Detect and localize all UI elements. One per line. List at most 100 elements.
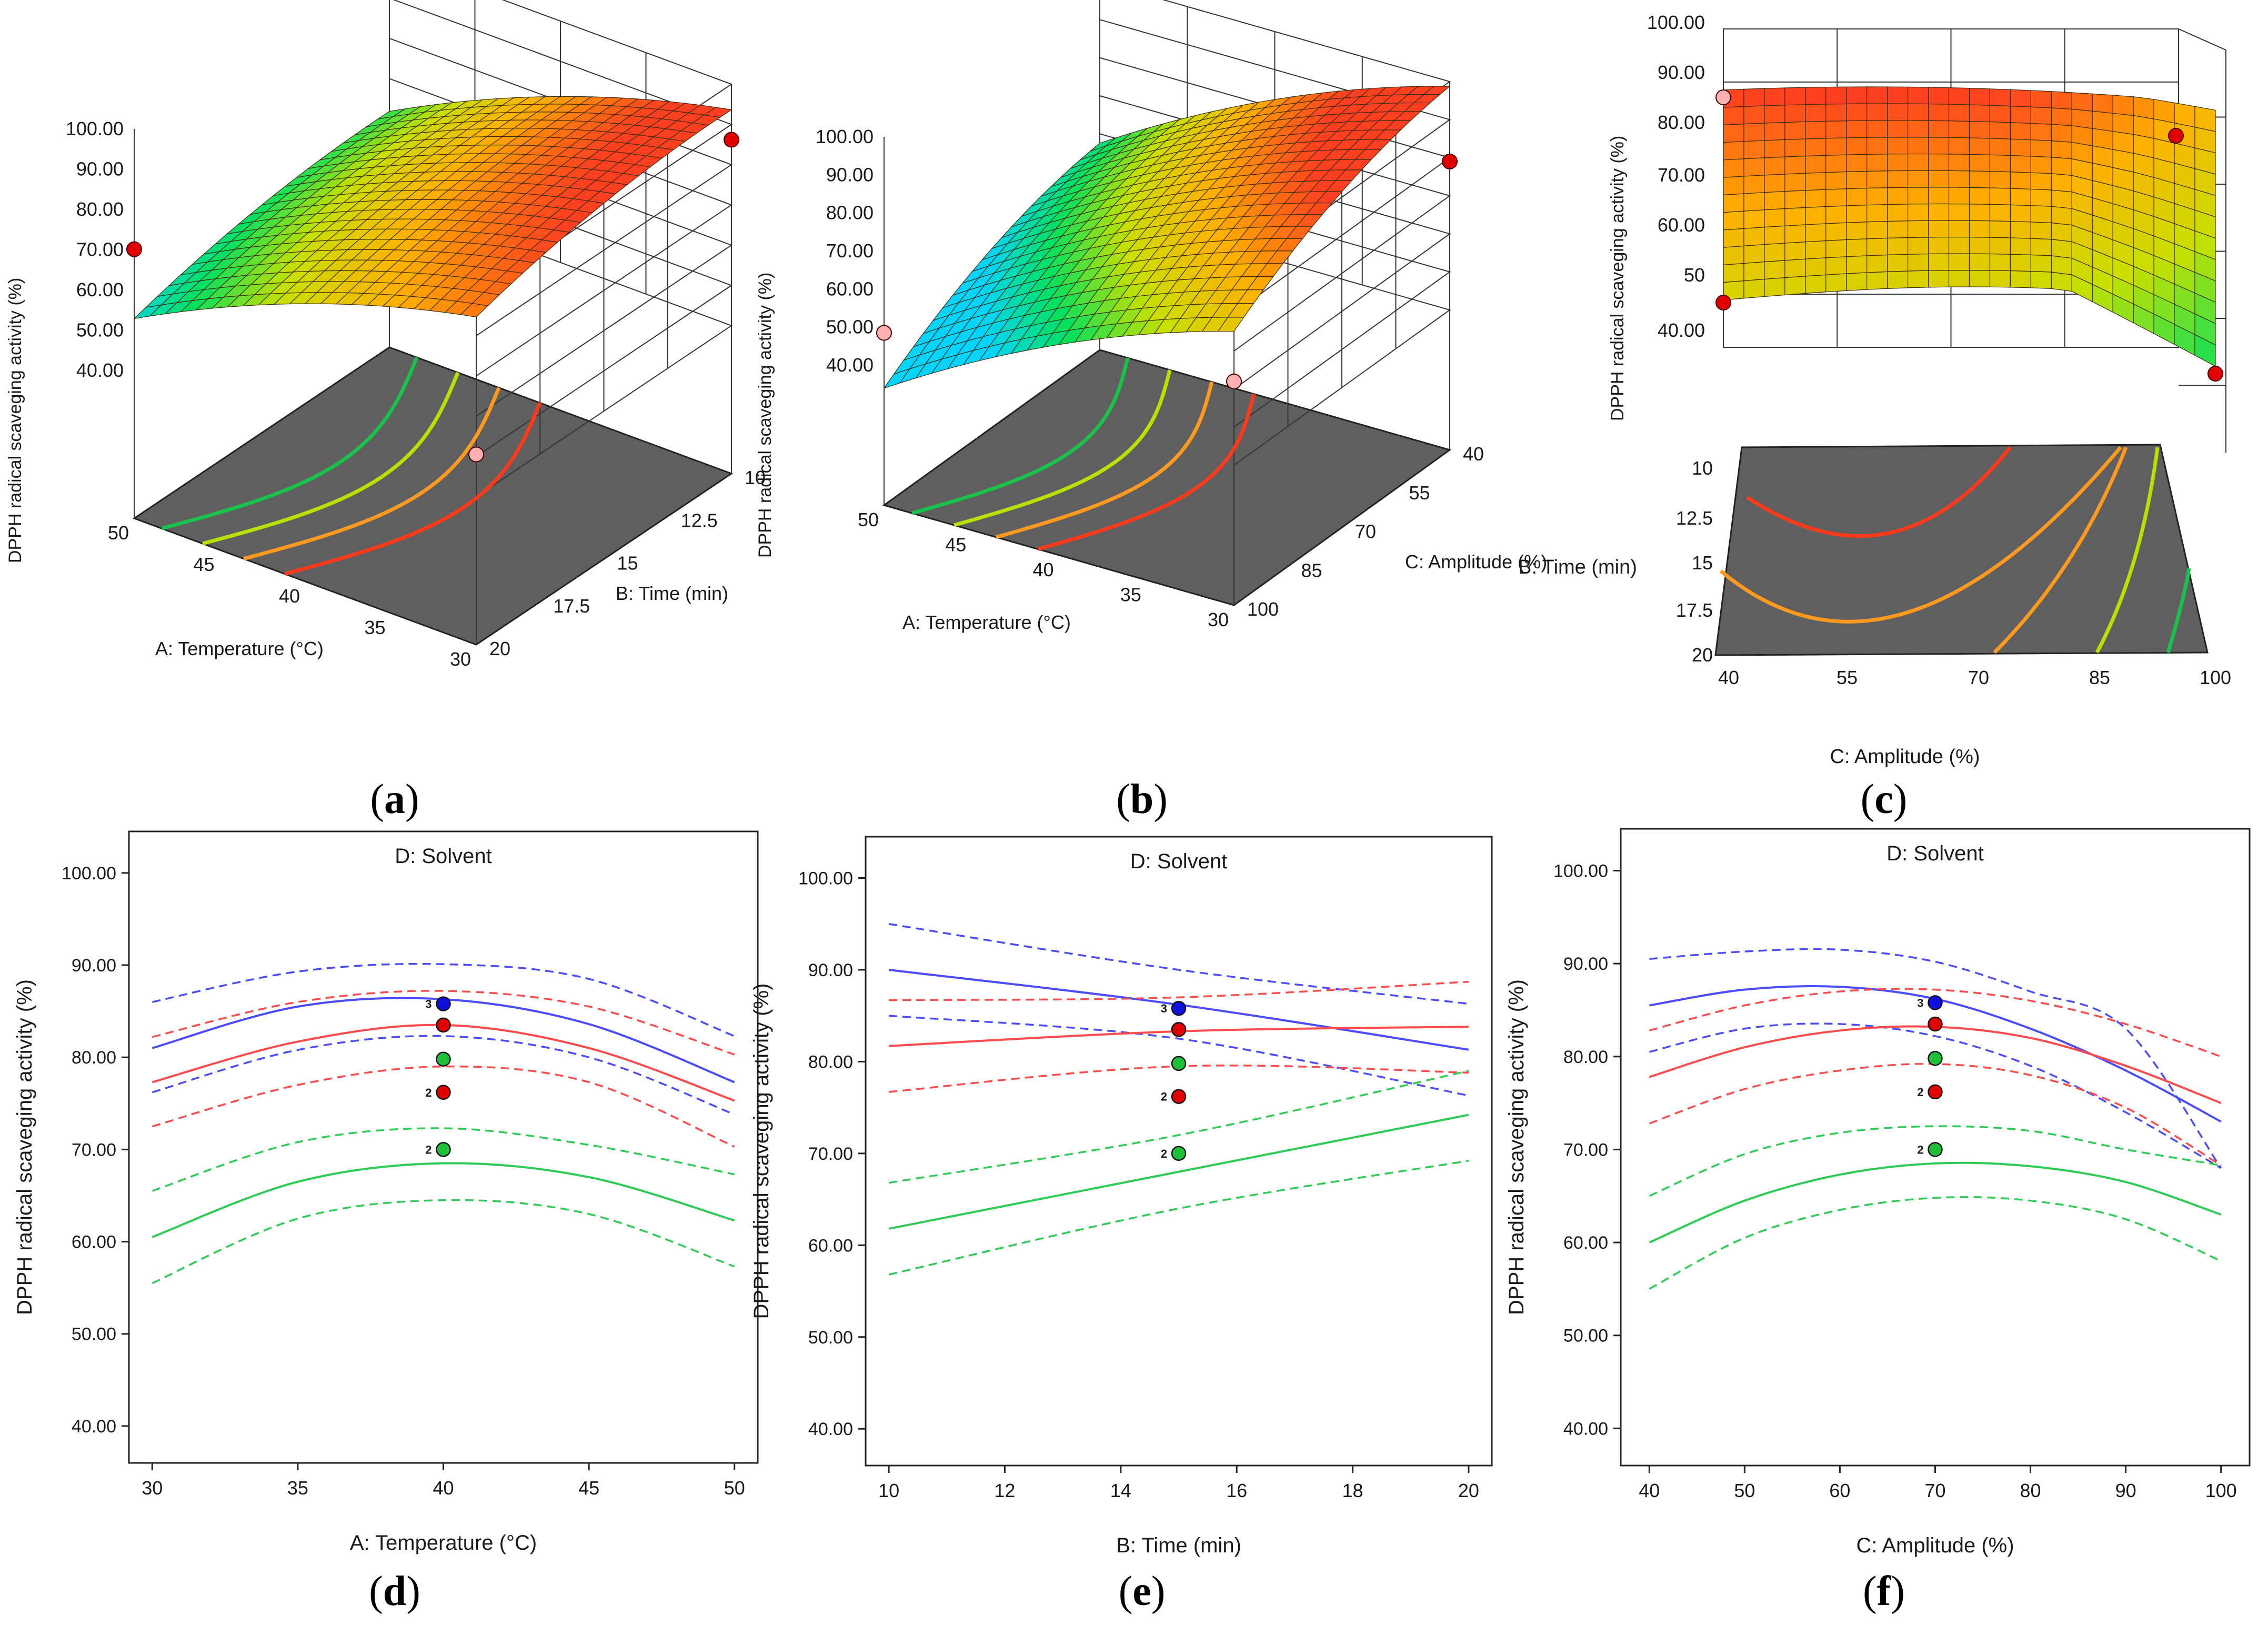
surface-facet: [1928, 270, 1950, 288]
caption-close: ): [405, 776, 419, 822]
confidence-band-line: [1649, 948, 2222, 1169]
y-tick-label: 55: [1409, 482, 1430, 504]
x-tick-label: 45: [193, 554, 214, 575]
surface-facet: [1908, 170, 1929, 188]
surface-facet: [1866, 220, 1888, 239]
surface-facet: [460, 303, 489, 317]
x-tick-label: 100: [2205, 1480, 2237, 1501]
surface-facet: [2051, 222, 2072, 242]
surface-facet: [1948, 203, 1970, 221]
surface-facet: [1948, 253, 1970, 271]
y-tick-label: 70.00: [808, 1144, 853, 1164]
z-tick-label: 100.00: [1647, 12, 1705, 33]
chart-title: D: Solvent: [1886, 842, 1984, 865]
design-point: [1171, 1089, 1187, 1104]
panel-caption-d: (d): [369, 1568, 420, 1614]
point-count-label: 2: [1161, 1090, 1167, 1104]
z-tick-label: 70.00: [826, 240, 874, 262]
surface-facet: [2051, 107, 2072, 126]
surface-facet: [1887, 137, 1909, 155]
y-tick-label: 80.00: [72, 1048, 116, 1068]
point-count-label: 2: [1161, 1147, 1167, 1160]
y-tick-label: 40.00: [1563, 1419, 1608, 1439]
confidence-band-line: [152, 1199, 735, 1284]
surface-facet: [1908, 270, 1929, 288]
surface-facet: [1846, 137, 1868, 155]
x-tick-label: 90: [2115, 1480, 2136, 1501]
surface-facet: [1928, 103, 1950, 122]
surface-facet: [1805, 172, 1827, 191]
panel-caption-c: (c): [1861, 776, 1908, 822]
surface-facet: [1825, 222, 1847, 242]
surface-facet: [1723, 158, 1744, 178]
contour-line: [202, 372, 460, 546]
confidence-band-line: [1649, 988, 2222, 1058]
surface-facet: [2010, 105, 2031, 124]
surface-facet: [1723, 141, 1744, 161]
surface-facet: [1846, 255, 1868, 274]
floor-plane: [1714, 444, 2209, 656]
surface-facet: [1825, 121, 1847, 139]
box-edge: [2178, 28, 2226, 51]
y-tick-label: 50.00: [72, 1325, 116, 1345]
surface-facet: [1866, 204, 1888, 223]
surface-facet: [1928, 87, 1950, 105]
surface-facet: [1887, 220, 1909, 239]
surface-facet: [1989, 204, 2011, 222]
panel-caption-a: (a): [370, 776, 419, 822]
surface-facet: [1866, 170, 1888, 189]
surface-facet: [1784, 224, 1806, 244]
surface-facet: [2051, 140, 2072, 159]
surface-facet: [1805, 138, 1827, 157]
surface-facet: [2010, 254, 2031, 272]
z-tick-label: 50: [1684, 264, 1705, 286]
surface-facet: [1723, 193, 1744, 213]
y-tick-label: 90.00: [808, 960, 853, 980]
surface-facet: [1805, 223, 1827, 243]
surface-facet: [1743, 209, 1765, 229]
panel-captions: (a) (b) (c)(d) (e) (f): [369, 776, 1907, 1614]
surface-facet: [1948, 236, 1970, 254]
surface-facet: [1948, 187, 1970, 205]
surface-facet: [1825, 188, 1847, 207]
surface-facet: [2071, 92, 2093, 112]
surface-facet: [2030, 123, 2052, 142]
surface-facet: [1846, 222, 1868, 240]
design-point: [1171, 1146, 1187, 1161]
y-tick-label: 20: [489, 638, 510, 659]
y-axis-label: B: Time (min): [616, 583, 728, 604]
surface-facet: [1825, 137, 1847, 156]
surface-facet: [2010, 221, 2031, 239]
surface-facet: [1784, 276, 1806, 296]
z-axis-label: DPPH radical scaveging activity (%): [1608, 136, 1628, 421]
surface-facet: [1887, 270, 1909, 289]
z-tick-label: 60.00: [1658, 214, 1705, 236]
point-count-label: 2: [1917, 1143, 1923, 1156]
x-tick-label: 30: [450, 648, 471, 670]
surface-facet: [1866, 137, 1888, 155]
y-tick-label: 100.00: [798, 869, 853, 889]
y-tick-label: 40: [1463, 443, 1484, 465]
surface-facet: [2112, 95, 2134, 116]
point-count-label: 2: [425, 1143, 431, 1156]
surface-facet: [2051, 124, 2072, 143]
surface-facet: [1989, 253, 2011, 272]
contour-line: [1993, 446, 2128, 654]
surface-facet: [1846, 120, 1868, 138]
surface-facet: [1928, 137, 1950, 155]
surface-facet: [2092, 111, 2113, 132]
surface-facet: [1743, 175, 1765, 194]
surface-facet: [2010, 138, 2031, 157]
contour-line: [954, 369, 1172, 527]
surface-facet: [2030, 172, 2052, 190]
x-axis-label: B: Time (min): [1116, 1534, 1241, 1557]
surface-facet: [1743, 261, 1765, 282]
surface-facet: [1887, 120, 1909, 138]
surface-facet: [1948, 104, 1970, 122]
surface-facet: [2051, 255, 2072, 275]
surface-facet: [1948, 87, 1970, 105]
design-point: [126, 241, 142, 257]
surface-facet: [1989, 270, 2011, 288]
surface-facet: [1989, 121, 2011, 139]
